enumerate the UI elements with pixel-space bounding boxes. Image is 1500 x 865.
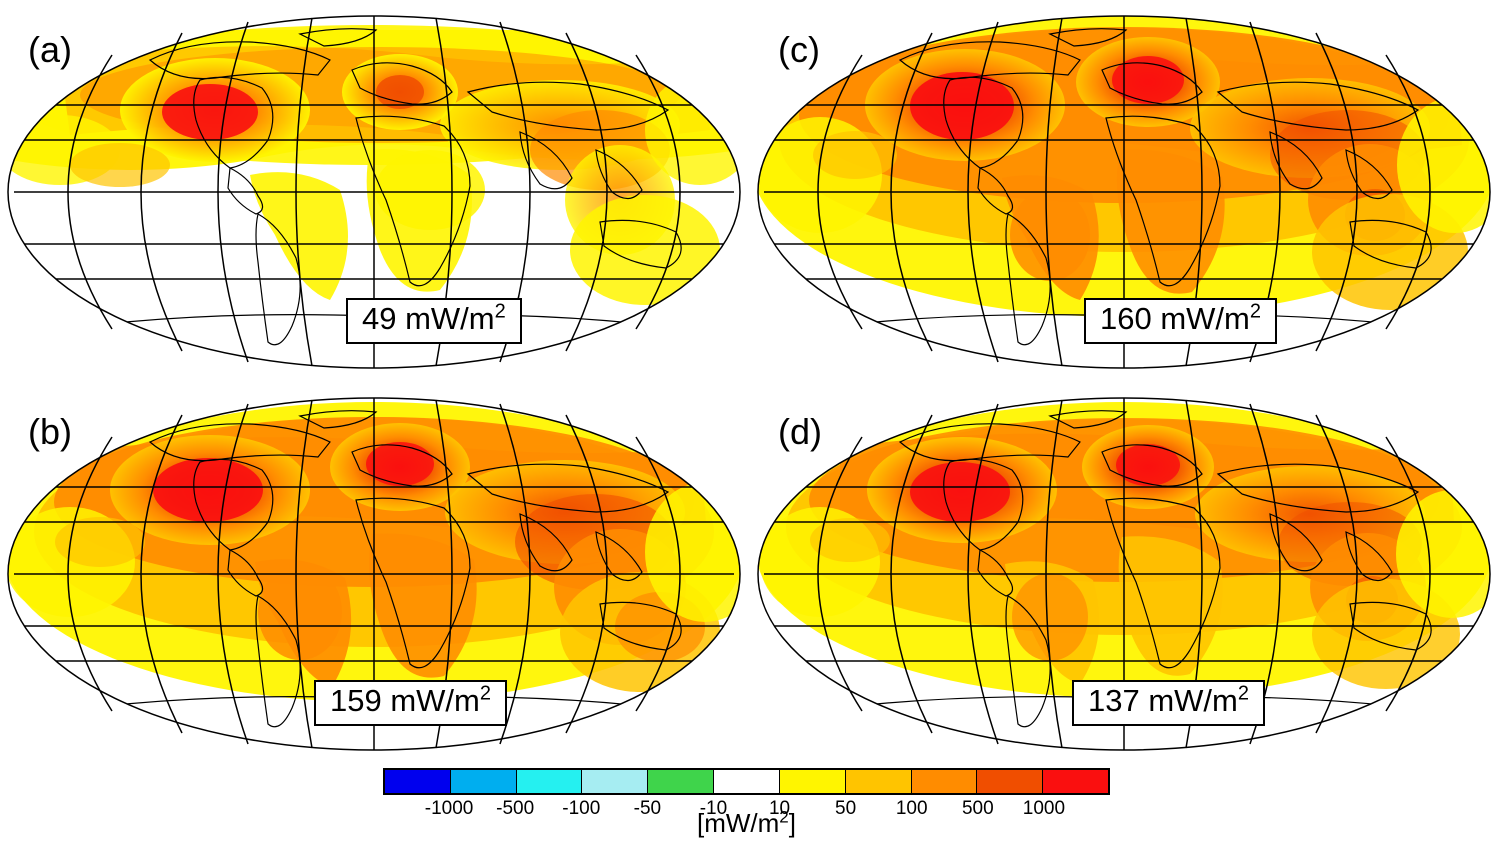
panel-a: (a) 49 mW/m2: [0, 0, 750, 385]
colorbar-cell-cyan: [516, 770, 583, 793]
colorbar: -1000 -500 -100 -50 -10 10 50 100 500 1000 [mW/m2…: [383, 768, 1110, 838]
colorbar-label-exponent: 2: [779, 807, 789, 827]
colorbar-tick-label: -100: [562, 798, 601, 819]
panel-a-value-exponent: 2: [494, 300, 506, 323]
panel-b-value-exponent: 2: [479, 682, 491, 705]
colorbar-label-text: [mW/m: [696, 808, 780, 838]
colorbar-ticks: -1000 -500 -100 -50 -10 10 50 100 500 1000: [383, 798, 1110, 824]
colorbar-cell-red: [1043, 770, 1108, 793]
colorbar-tick-label: 10: [768, 798, 791, 819]
panel-c-value-box: 160 mW/m2: [1084, 298, 1277, 344]
colorbar-tick-label: 100: [895, 798, 928, 819]
graticule-b: [7, 397, 741, 751]
map-d: [757, 397, 1491, 751]
map-b: [7, 397, 741, 751]
colorbar-tick-label: 500: [961, 798, 994, 819]
colorbar-axis-label: [mW/m2]: [383, 808, 1110, 839]
panel-c-label: (c): [778, 29, 820, 70]
colorbar-tick-label: 50: [835, 798, 857, 819]
map-a: [7, 15, 741, 369]
colorbar-cell-orange-red: [977, 770, 1044, 793]
panel-b-value-text: 159 mW/m: [330, 683, 480, 718]
panel-c-value-text: 160 mW/m: [1100, 301, 1250, 336]
colorbar-tick-label: -50: [633, 798, 662, 819]
panel-d-value-box: 137 mW/m2: [1072, 680, 1265, 726]
panel-d-value-exponent: 2: [1237, 682, 1249, 705]
panel-a-value-text: 49 mW/m: [362, 301, 495, 336]
colorbar-cell-pale-cyan: [582, 770, 649, 793]
colorbar-cell-orange: [911, 770, 978, 793]
panel-b-label: (b): [28, 411, 72, 452]
panel-a-label: (a): [28, 29, 72, 70]
panel-a-value-box: 49 mW/m2: [346, 298, 522, 344]
colorbar-tick-label: -500: [496, 798, 535, 819]
colorbar-strip: [383, 768, 1110, 795]
panel-c: (c) 160 mW/m2: [750, 0, 1500, 385]
colorbar-cell-white: [714, 770, 780, 793]
panel-c-value-exponent: 2: [1249, 300, 1261, 323]
colorbar-cell-yellow: [779, 770, 846, 793]
colorbar-cell-amber: [845, 770, 912, 793]
graticule-d: [757, 397, 1491, 751]
colorbar-tick-label: -1000: [424, 798, 474, 819]
colorbar-cell-blue: [385, 770, 451, 793]
colorbar-tick-label: 1000: [1022, 798, 1066, 819]
panel-b: (b) 159 mW/m2: [0, 382, 750, 767]
panel-b-value-box: 159 mW/m2: [314, 680, 507, 726]
colorbar-label-suffix: ]: [788, 808, 796, 838]
panel-d-label: (d): [778, 411, 822, 452]
colorbar-cell-green: [648, 770, 715, 793]
panel-d-value-text: 137 mW/m: [1088, 683, 1238, 718]
colorbar-cell-light-blue: [450, 770, 517, 793]
colorbar-tick-label: -10: [699, 798, 728, 819]
panel-d: (d) 137 mW/m2: [750, 382, 1500, 767]
